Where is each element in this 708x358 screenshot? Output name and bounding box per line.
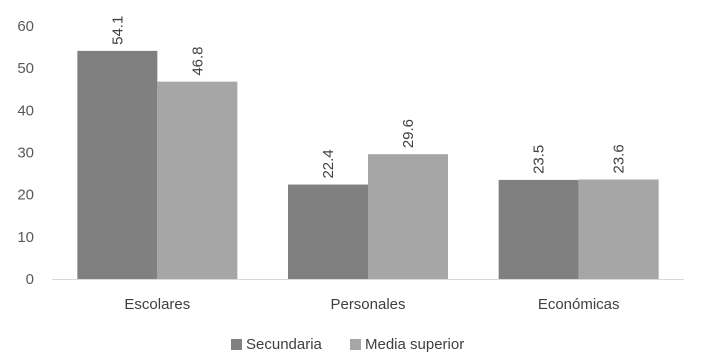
x-category-label: Económicas bbox=[538, 296, 620, 313]
data-label: 54.1 bbox=[109, 16, 126, 45]
y-tick-label: 10 bbox=[17, 229, 34, 246]
legend-swatch bbox=[350, 339, 361, 350]
legend: Secundaria Media superior bbox=[231, 336, 464, 353]
legend-swatch bbox=[231, 339, 242, 350]
x-category-label: Personales bbox=[330, 296, 405, 313]
bar-secundaria-1 bbox=[288, 184, 368, 279]
legend-label: Media superior bbox=[365, 336, 464, 353]
bar-media-superior-2 bbox=[578, 179, 659, 279]
y-tick-label: 20 bbox=[17, 187, 34, 204]
legend-label: Secundaria bbox=[246, 336, 323, 353]
bar-secundaria-0 bbox=[77, 50, 158, 280]
data-label: 46.8 bbox=[189, 46, 206, 75]
y-axis-ticks: 0 10 20 30 40 50 60 bbox=[17, 18, 34, 288]
x-category-label: Escolares bbox=[124, 296, 190, 313]
data-labels: 54.1 46.8 22.4 29.6 23.5 23.6 bbox=[109, 16, 627, 179]
y-tick-label: 60 bbox=[17, 18, 34, 35]
bar-secundaria-2 bbox=[498, 179, 579, 279]
x-axis-category-labels: Escolares Personales Económicas bbox=[124, 296, 619, 313]
bars bbox=[77, 50, 659, 280]
bar-media-superior-1 bbox=[368, 154, 448, 279]
y-tick-label: 0 bbox=[26, 271, 34, 288]
y-tick-label: 30 bbox=[17, 145, 34, 162]
y-tick-label: 50 bbox=[17, 60, 34, 77]
bar-media-superior-0 bbox=[157, 81, 238, 279]
y-tick-label: 40 bbox=[17, 102, 34, 119]
data-label: 23.5 bbox=[531, 145, 548, 174]
data-label: 29.6 bbox=[400, 119, 417, 148]
data-label: 22.4 bbox=[320, 149, 337, 178]
data-label: 23.6 bbox=[611, 144, 628, 173]
